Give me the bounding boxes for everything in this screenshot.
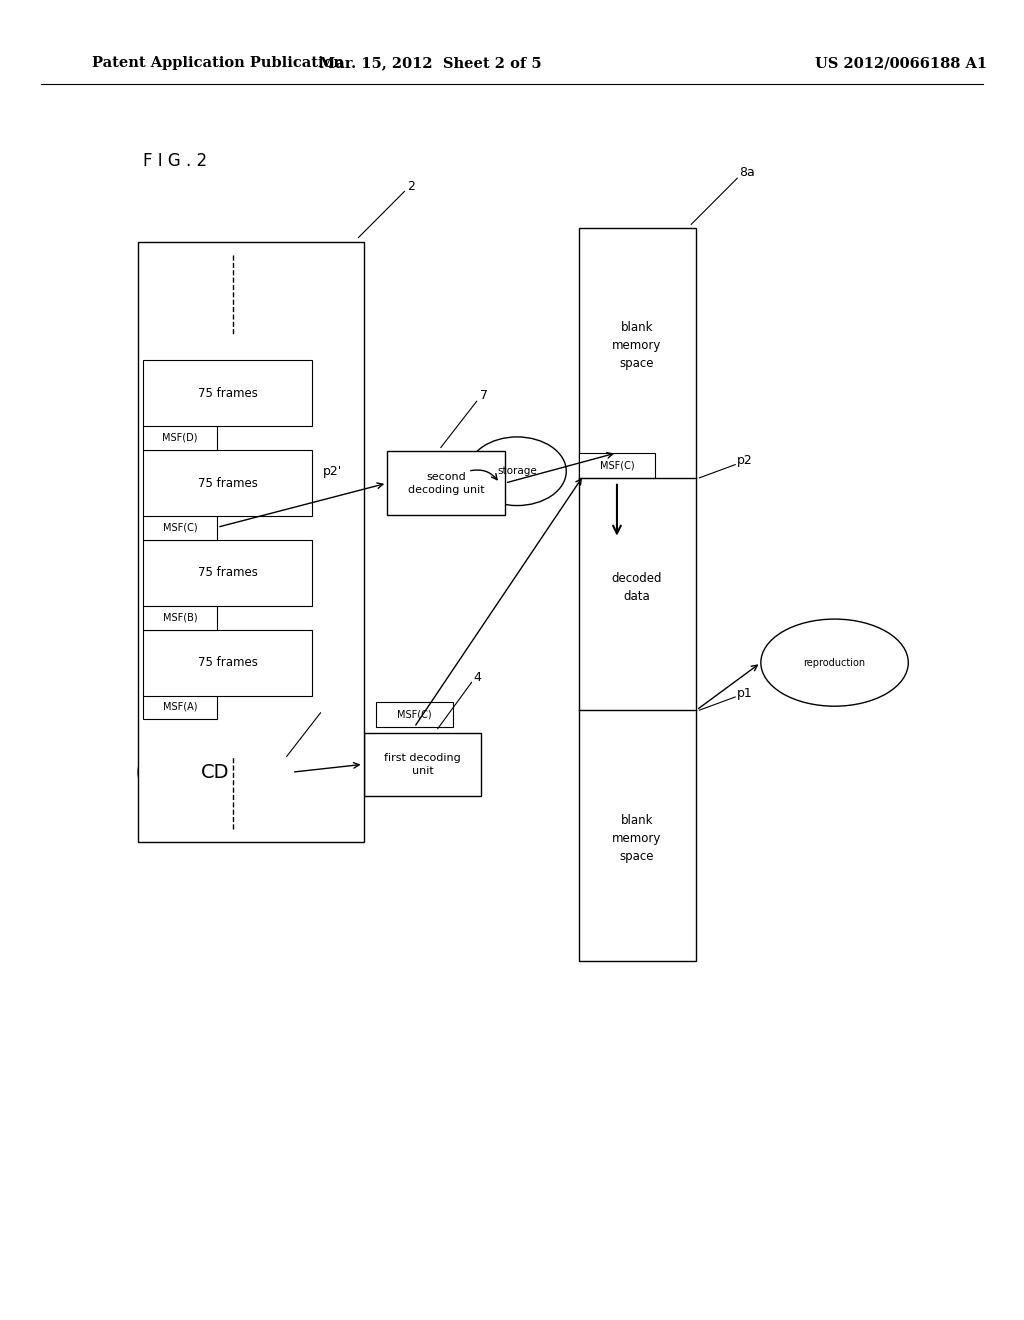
Bar: [579, 228, 696, 961]
Text: 75 frames: 75 frames: [198, 387, 258, 400]
Text: reproduction: reproduction: [804, 657, 865, 668]
Text: 75 frames: 75 frames: [198, 656, 258, 669]
Bar: [376, 702, 453, 727]
Text: MSF(C): MSF(C): [163, 523, 198, 532]
Bar: [143, 360, 312, 426]
Bar: [143, 425, 217, 450]
Text: 8a: 8a: [739, 166, 755, 180]
Bar: [364, 733, 481, 796]
Ellipse shape: [138, 722, 292, 822]
Text: Patent Application Publication: Patent Application Publication: [92, 57, 344, 70]
Text: Mar. 15, 2012  Sheet 2 of 5: Mar. 15, 2012 Sheet 2 of 5: [318, 57, 542, 70]
Bar: [579, 453, 655, 478]
Bar: [138, 242, 364, 842]
Text: F I G . 2: F I G . 2: [143, 152, 208, 170]
Text: MSF(D): MSF(D): [163, 433, 198, 442]
Text: blank
memory
space: blank memory space: [612, 813, 662, 863]
Bar: [143, 515, 217, 540]
Ellipse shape: [468, 437, 566, 506]
Text: 75 frames: 75 frames: [198, 477, 258, 490]
Text: storage: storage: [498, 466, 537, 477]
Text: CD: CD: [201, 763, 229, 781]
Text: p2': p2': [323, 465, 342, 478]
Text: US 2012/0066188 A1: US 2012/0066188 A1: [815, 57, 987, 70]
Text: MSF(C): MSF(C): [397, 710, 431, 719]
Text: p2: p2: [737, 454, 753, 467]
Text: 75 frames: 75 frames: [198, 566, 258, 579]
Text: MSF(A): MSF(A): [163, 702, 198, 711]
Text: decoded
data: decoded data: [611, 572, 663, 603]
Bar: [143, 450, 312, 516]
Text: second
decoding unit: second decoding unit: [408, 471, 484, 495]
Text: 4: 4: [473, 671, 481, 684]
Text: 1: 1: [323, 700, 331, 713]
Text: MSF(C): MSF(C): [600, 461, 634, 470]
Text: p1: p1: [737, 686, 753, 700]
Bar: [143, 540, 312, 606]
Bar: [387, 451, 505, 515]
Bar: [143, 694, 217, 719]
Bar: [143, 630, 312, 696]
Text: 7: 7: [479, 389, 487, 403]
Text: MSF(B): MSF(B): [163, 612, 198, 622]
Ellipse shape: [761, 619, 908, 706]
Text: blank
memory
space: blank memory space: [612, 321, 662, 371]
Text: first decoding
unit: first decoding unit: [384, 752, 461, 776]
Bar: [143, 605, 217, 630]
Text: 2: 2: [408, 180, 416, 193]
